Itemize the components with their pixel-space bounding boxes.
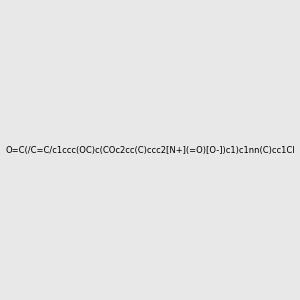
Text: O=C(/C=C/c1ccc(OC)c(COc2cc(C)ccc2[N+](=O)[O-])c1)c1nn(C)cc1Cl: O=C(/C=C/c1ccc(OC)c(COc2cc(C)ccc2[N+](=O…	[5, 146, 295, 154]
